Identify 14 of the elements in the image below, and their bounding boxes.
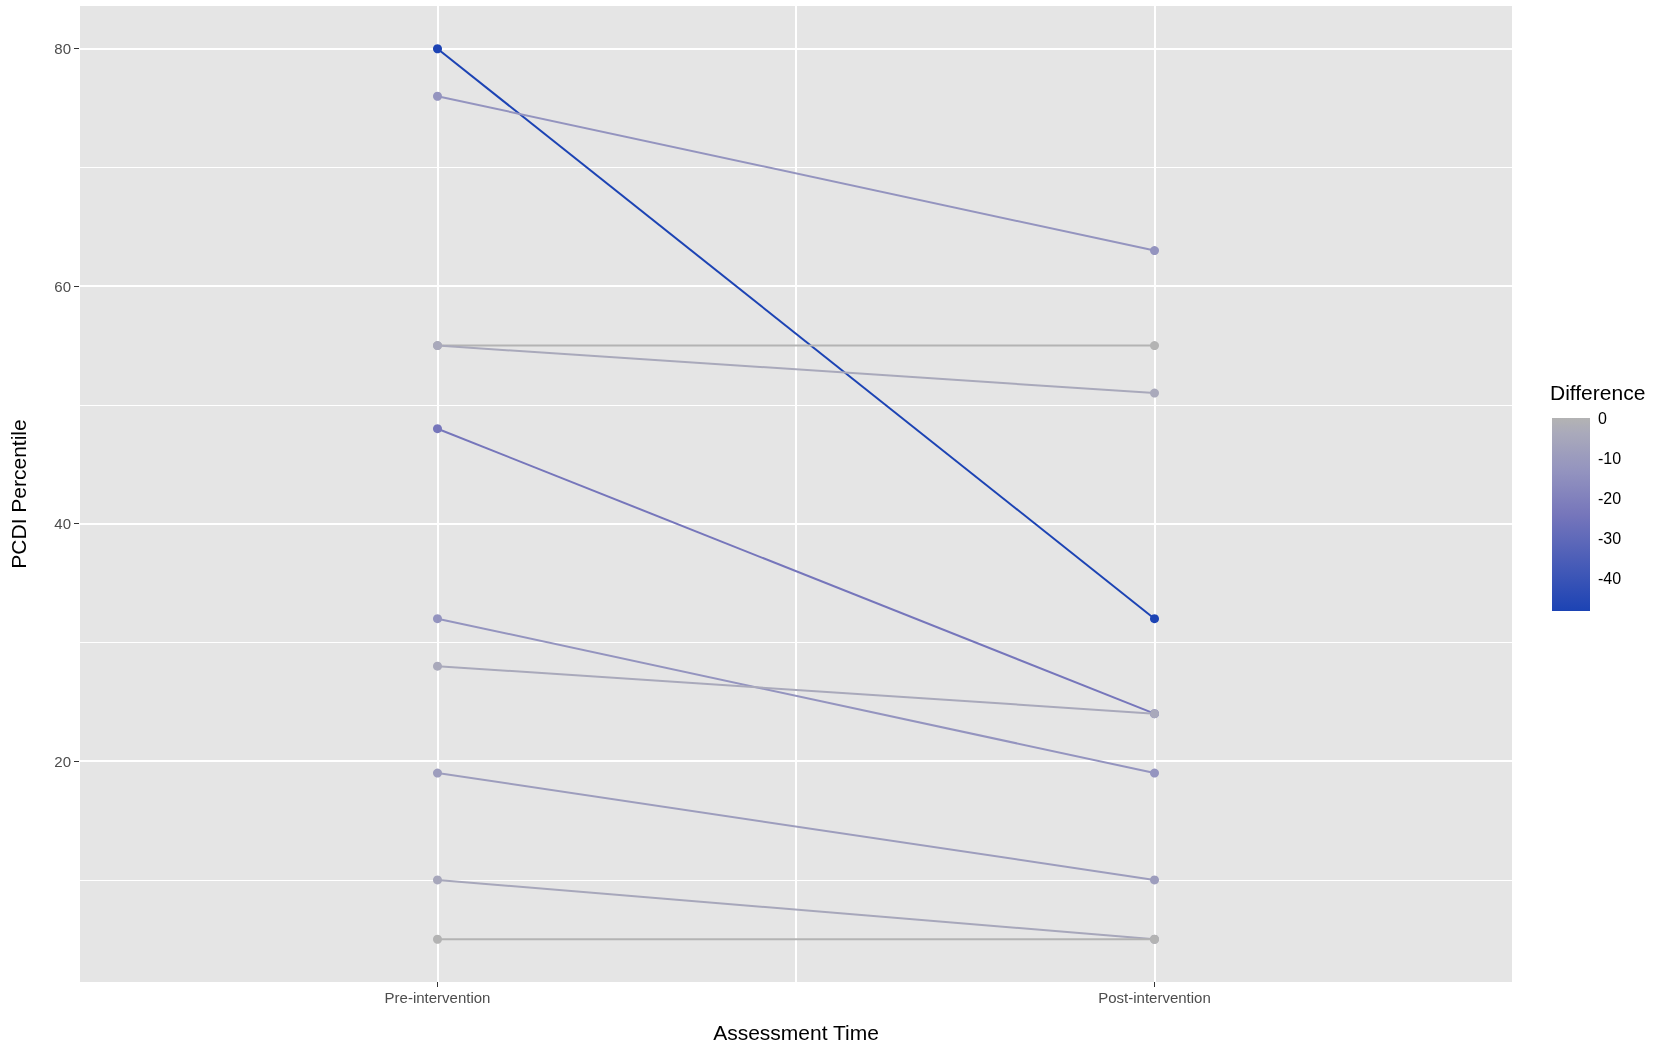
color-bar-label: -40	[1598, 570, 1622, 588]
y-tick-label: 20	[54, 752, 71, 770]
color-bar-label: -20	[1598, 489, 1622, 507]
color-bar-label: 0	[1598, 409, 1607, 427]
y-tick-label: 40	[54, 515, 71, 533]
y-tick-label: 60	[54, 277, 71, 295]
x-axis-title: Assessment Time	[713, 1021, 879, 1044]
x-tick-label: Post-intervention	[1098, 989, 1211, 1006]
color-bar-label: -30	[1598, 530, 1622, 548]
y-tick-label: 80	[54, 40, 71, 58]
x-tick-label: Pre-intervention	[384, 989, 491, 1006]
y-axis-title: PCDI Percentile	[7, 419, 30, 569]
color-bar-title: Difference	[1550, 381, 1646, 404]
color-bar-label: -10	[1598, 449, 1622, 467]
